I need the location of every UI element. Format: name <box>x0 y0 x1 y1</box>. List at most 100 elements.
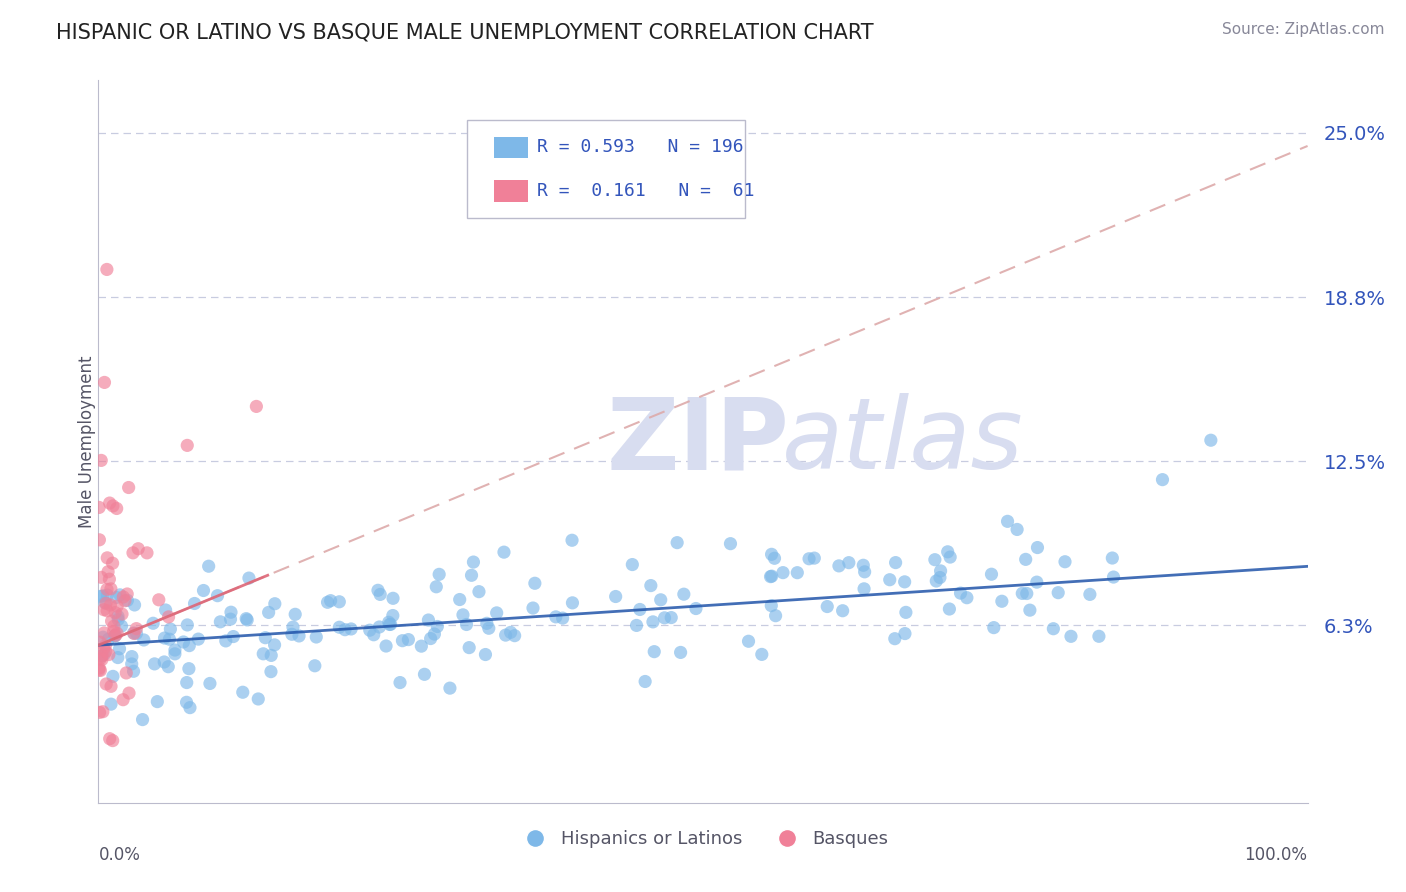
Point <box>382 591 405 606</box>
Point <box>544 610 567 624</box>
Point <box>91 705 114 719</box>
Point <box>281 620 304 634</box>
Point <box>104 629 127 643</box>
Point <box>815 599 838 614</box>
Point <box>797 551 820 566</box>
Point <box>772 566 794 580</box>
Point <box>1005 523 1028 537</box>
Point <box>198 676 221 690</box>
Text: R =  0.161   N =  61: R = 0.161 N = 61 <box>537 182 755 200</box>
Point <box>114 593 136 607</box>
Point <box>87 663 110 677</box>
Point <box>561 533 583 548</box>
Point <box>929 564 952 578</box>
Point <box>176 618 198 632</box>
Point <box>110 619 132 633</box>
Text: 100.0%: 100.0% <box>1244 847 1308 864</box>
Point <box>179 639 201 653</box>
Point <box>215 634 238 648</box>
Point <box>852 558 875 573</box>
Point <box>115 665 138 680</box>
Point <box>503 629 526 643</box>
Point <box>94 596 117 610</box>
Point <box>127 541 149 556</box>
Point <box>153 655 176 669</box>
Point <box>363 628 385 642</box>
Point <box>924 552 946 566</box>
Point <box>763 551 786 566</box>
Point <box>427 567 450 582</box>
Point <box>853 582 876 596</box>
Point <box>561 596 583 610</box>
Point <box>1018 603 1040 617</box>
Point <box>177 662 200 676</box>
Point <box>146 695 169 709</box>
Point <box>803 551 825 566</box>
Point <box>939 550 962 565</box>
Point <box>929 570 952 584</box>
Point <box>761 599 783 613</box>
Point <box>474 648 496 662</box>
Point <box>100 598 122 612</box>
Point <box>118 481 141 495</box>
Point <box>219 605 242 619</box>
Point <box>93 626 115 640</box>
Point <box>96 550 118 565</box>
Point <box>121 657 143 671</box>
Point <box>893 574 915 589</box>
Point <box>391 633 413 648</box>
Point <box>304 658 326 673</box>
Point <box>894 626 917 640</box>
Point <box>157 659 180 673</box>
Point <box>89 706 111 720</box>
Point <box>93 376 115 390</box>
Point <box>112 692 135 706</box>
Point <box>90 653 112 667</box>
Point <box>884 556 907 570</box>
Point <box>252 647 274 661</box>
Point <box>1011 586 1033 600</box>
Point <box>108 588 131 602</box>
Point <box>100 697 122 711</box>
Point <box>94 596 117 610</box>
Point <box>451 607 474 622</box>
Point <box>98 572 121 586</box>
Point <box>107 609 129 624</box>
Point <box>245 400 267 414</box>
Point <box>159 632 181 647</box>
Text: ZIP: ZIP <box>606 393 789 490</box>
Point <box>449 592 471 607</box>
Point <box>1025 575 1047 590</box>
Point <box>685 601 707 615</box>
Point <box>523 576 546 591</box>
Point <box>122 665 145 679</box>
Text: 0.0%: 0.0% <box>98 847 141 864</box>
Point <box>1015 552 1038 566</box>
Point <box>97 565 120 579</box>
Point <box>101 556 124 570</box>
Point <box>157 610 180 624</box>
Point <box>172 635 194 649</box>
Point <box>100 679 122 693</box>
Point <box>90 648 112 663</box>
Point <box>96 262 118 277</box>
Point <box>197 559 219 574</box>
Point <box>105 599 128 614</box>
Point <box>423 627 446 641</box>
Point <box>853 565 876 579</box>
Point <box>98 496 121 510</box>
Point <box>751 648 773 662</box>
Point <box>1053 555 1076 569</box>
Point <box>163 643 186 657</box>
Point <box>96 582 118 597</box>
Point <box>94 644 117 658</box>
Point <box>367 583 389 598</box>
Point <box>207 589 229 603</box>
Point <box>605 590 627 604</box>
Point <box>492 545 515 559</box>
Point <box>148 592 170 607</box>
Point <box>254 631 277 645</box>
Point <box>98 731 121 746</box>
Point <box>328 595 350 609</box>
Point <box>209 615 232 629</box>
